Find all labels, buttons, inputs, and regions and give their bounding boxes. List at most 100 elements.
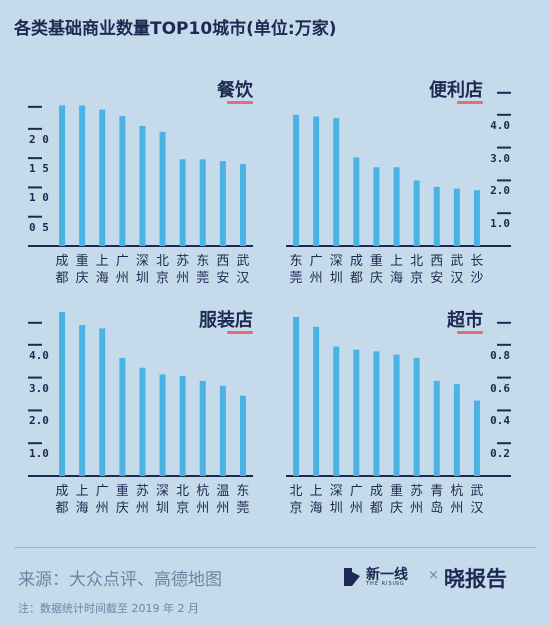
- category-label: 武汉: [236, 254, 250, 286]
- y-tick-label: 1.0: [29, 447, 49, 461]
- category-label: 温州: [216, 484, 230, 516]
- y-tick-label: 1 5: [29, 162, 49, 176]
- bar: [59, 312, 66, 476]
- footer-divider: [14, 547, 536, 548]
- bar: [293, 316, 300, 476]
- category-label: 上海: [75, 484, 89, 516]
- y-tick-label: 2 0: [29, 132, 49, 146]
- y-tick-label: 4.0: [490, 118, 510, 132]
- bar: [199, 380, 206, 476]
- bar: [59, 105, 66, 246]
- chart-svg: [28, 312, 253, 477]
- category-label: 深圳: [156, 484, 170, 516]
- bar: [373, 167, 380, 246]
- category-label: 重庆: [369, 254, 383, 286]
- category-label: 重庆: [390, 484, 404, 516]
- y-tick-label: 0 5: [29, 220, 49, 234]
- category-label: 成都: [55, 254, 69, 286]
- bar: [79, 325, 86, 476]
- category-label: 苏州: [176, 254, 190, 286]
- bar: [373, 351, 380, 476]
- bar: [99, 328, 106, 476]
- category-label: 广州: [95, 484, 109, 516]
- category-label: 重庆: [115, 484, 129, 516]
- chart-svg: [286, 316, 511, 477]
- category-label: 东莞: [236, 484, 250, 516]
- category-label: 广州: [349, 484, 363, 516]
- brand-name: 新一线: [366, 567, 408, 583]
- bar: [333, 346, 340, 476]
- bar: [119, 357, 126, 476]
- bar: [139, 125, 146, 246]
- category-label: 成都: [55, 484, 69, 516]
- category-label: 东莞: [196, 254, 210, 286]
- chart-panel-chaoshi: 0.2 0.4 0.6 0.8 北京 上海 深圳 广州 成都 重庆 苏州 青岛 杭州 武汉 超市: [286, 300, 511, 530]
- category-label: 长沙: [470, 254, 484, 286]
- chart-title: 超市: [447, 310, 483, 331]
- y-tick-label: 0.8: [490, 348, 510, 362]
- partner-name: 晓报告: [444, 567, 507, 591]
- bar: [99, 109, 106, 247]
- category-label: 苏州: [135, 484, 149, 516]
- category-label: 广州: [309, 254, 323, 286]
- chart-svg: [28, 105, 253, 247]
- category-label: 北京: [156, 254, 170, 286]
- bar: [199, 159, 206, 246]
- bar: [313, 326, 320, 476]
- category-label: 西安: [216, 254, 230, 286]
- bar: [453, 188, 460, 246]
- category-label: 北京: [176, 484, 190, 516]
- y-tick-label: 3.0: [29, 381, 49, 395]
- bar: [139, 367, 146, 476]
- chart-title-underline: [457, 331, 483, 334]
- bar: [353, 349, 360, 476]
- category-label: 武汉: [470, 484, 484, 516]
- y-tick-label: 1.0: [490, 217, 510, 231]
- bar: [393, 354, 400, 476]
- bar: [219, 385, 226, 476]
- category-label: 北京: [410, 254, 424, 286]
- y-tick-label: 0.2: [490, 447, 510, 461]
- source-text: 来源：大众点评、高德地图: [18, 570, 222, 590]
- category-label: 深圳: [135, 254, 149, 286]
- bar: [119, 115, 126, 246]
- category-label: 深圳: [329, 254, 343, 286]
- category-label: 上海: [309, 484, 323, 516]
- chart-panel-fuzhuangdian: 1.0 2.0 3.0 4.0 成都 上海 广州 重庆 苏州 深圳 北京 杭州 温州 东莞 服装店: [28, 300, 253, 530]
- y-tick-label: 2.0: [29, 414, 49, 428]
- chart-title-underline: [227, 331, 253, 334]
- bar: [473, 190, 480, 246]
- bar: [239, 395, 246, 476]
- chart-panel-bianlidian: 1.0 2.0 3.0 4.0 东莞 广州 深圳 成都 重庆 上海 北京 西安 武汉 长沙 便利店: [286, 70, 511, 300]
- y-tick-label: 0.4: [490, 414, 510, 428]
- category-label: 成都: [369, 484, 383, 516]
- category-label: 苏州: [410, 484, 424, 516]
- category-label: 武汉: [450, 254, 464, 286]
- bar: [313, 116, 320, 246]
- chart-panel-canyin: 0 5 1 0 1 5 2 0 成都 重庆 上海 广州 深圳 北京 苏州 东莞 西安 武汉 餐饮: [28, 70, 253, 300]
- bar: [393, 167, 400, 246]
- chart-title: 服装店: [199, 310, 253, 331]
- bar: [333, 118, 340, 246]
- bar: [219, 161, 226, 246]
- y-tick-label: 0.6: [490, 381, 510, 395]
- bar: [79, 105, 86, 246]
- bar: [413, 357, 420, 476]
- category-label: 青岛: [430, 484, 444, 516]
- y-tick-label: 2.0: [490, 184, 510, 198]
- note-text: 注：数据统计时间截至 2019 年 2 月: [18, 602, 199, 615]
- y-tick-label: 4.0: [29, 348, 49, 362]
- category-label: 上海: [95, 254, 109, 286]
- chart-title: 便利店: [429, 80, 483, 101]
- category-label: 杭州: [450, 484, 464, 516]
- bar: [179, 159, 186, 246]
- chart-title-underline: [227, 101, 253, 104]
- category-label: 上海: [390, 254, 404, 286]
- category-label: 北京: [289, 484, 303, 516]
- page-title: 各类基础商业数量TOP10城市(单位:万家): [14, 19, 337, 39]
- bar: [473, 400, 480, 476]
- category-label: 成都: [349, 254, 363, 286]
- category-label: 杭州: [196, 484, 210, 516]
- category-label: 西安: [430, 254, 444, 286]
- y-tick-label: 1 0: [29, 191, 49, 205]
